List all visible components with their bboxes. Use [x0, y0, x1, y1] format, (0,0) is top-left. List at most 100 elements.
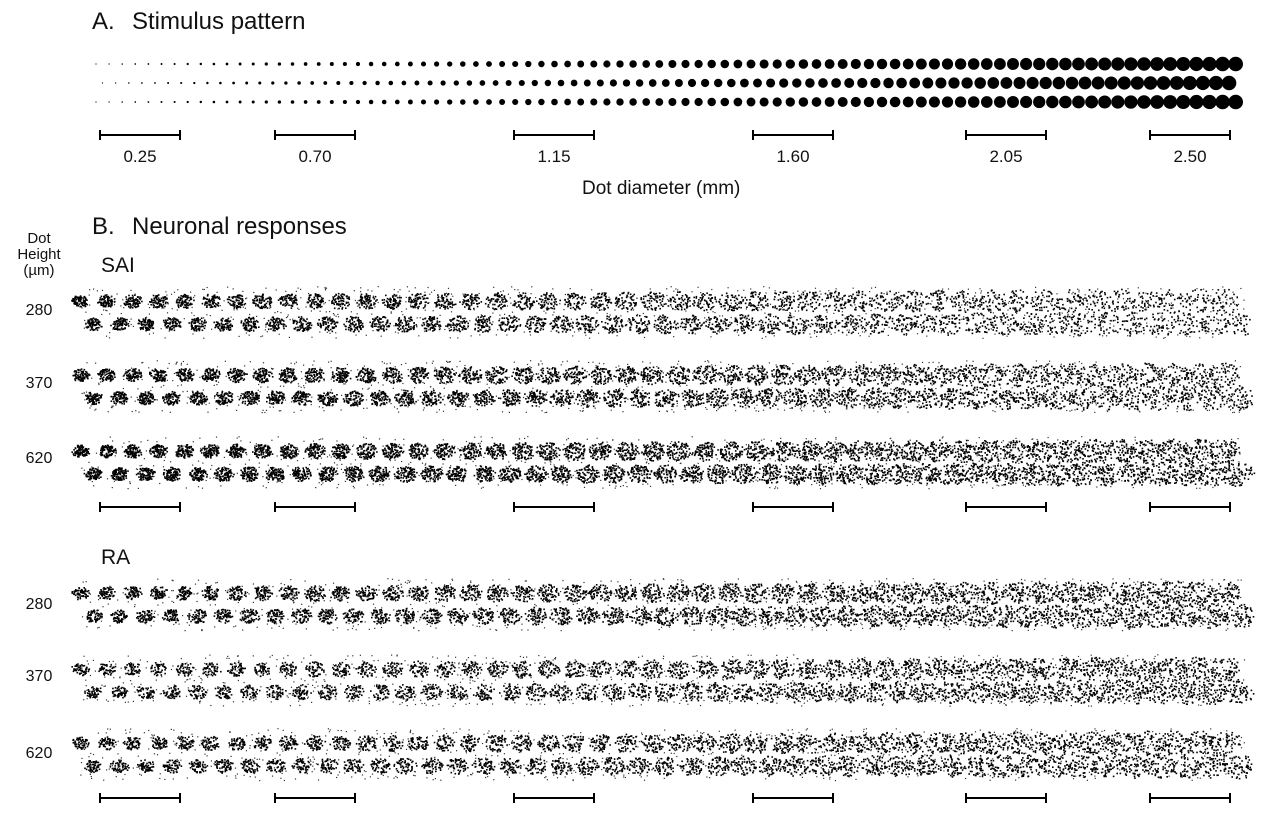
- stimulus-dot: [434, 99, 439, 104]
- ra-height-620: 620: [14, 745, 64, 763]
- stimulus-dot: [1137, 95, 1151, 109]
- stimulus-dot: [681, 60, 689, 68]
- stimulus-dot: [851, 97, 861, 107]
- stimulus-dot: [955, 58, 966, 69]
- stimulus-dot: [877, 59, 887, 69]
- diameter-label-3: 1.60: [753, 147, 833, 167]
- stimulus-dot: [226, 63, 229, 66]
- stimulus-dot: [193, 82, 195, 84]
- stimulus-dot: [219, 82, 222, 85]
- stimulus-dot: [336, 81, 340, 85]
- stimulus-dot: [1124, 57, 1137, 70]
- stimulus-dot: [851, 59, 861, 69]
- stimulus-dot: [206, 82, 208, 84]
- stimulus-dot: [616, 98, 623, 105]
- stimulus-dot: [1209, 76, 1223, 90]
- stimulus-dot: [297, 81, 301, 85]
- group-label-sai: SAI: [101, 254, 135, 278]
- stimulus-dot: [278, 100, 281, 103]
- stimulus-dot: [239, 63, 242, 66]
- stimulus-dot: [577, 61, 584, 68]
- stimulus-dot: [200, 101, 202, 103]
- stimulus-dot: [278, 62, 281, 65]
- stimulus-dot: [545, 80, 551, 86]
- stimulus-dot: [121, 63, 123, 65]
- stimulus-dot: [141, 82, 143, 84]
- stimulus-dot: [577, 99, 584, 106]
- stimulus-dot: [154, 82, 156, 84]
- stimulus-dot: [454, 80, 459, 85]
- stimulus-dot: [375, 81, 379, 85]
- stimulus-dot: [1228, 57, 1243, 72]
- stimulus-dot: [1111, 95, 1124, 108]
- stimulus-dot: [662, 79, 670, 87]
- stimulus-dot: [1131, 76, 1144, 89]
- stimulus-dot: [349, 81, 353, 85]
- dot-height-label-line1: Dot: [14, 231, 64, 247]
- dot-height-label: Dot Height (µm): [14, 231, 64, 279]
- stimulus-dot: [1085, 96, 1098, 109]
- stimulus-dot: [252, 100, 255, 103]
- stimulus-dot-pattern: [95, 57, 1243, 110]
- dot-height-label-line3: (µm): [14, 263, 64, 279]
- stimulus-dot: [961, 77, 972, 88]
- stimulus-dot: [128, 82, 130, 84]
- stimulus-dot: [1228, 95, 1243, 110]
- panel-b-heading: B. Neuronal responses: [92, 213, 347, 241]
- stimulus-dot: [668, 98, 676, 106]
- sai-raster-row-1: [72, 360, 1253, 413]
- stimulus-dot: [291, 100, 295, 104]
- stimulus-dot: [968, 58, 980, 70]
- stimulus-dot: [766, 78, 775, 87]
- stimulus-dot: [493, 80, 499, 86]
- stimulus-dot: [382, 62, 387, 67]
- stimulus-dot: [675, 79, 683, 87]
- stimulus-dot: [812, 97, 822, 107]
- stimulus-dot: [538, 61, 544, 67]
- stimulus-dot: [558, 80, 565, 87]
- stimulus-dot: [818, 78, 828, 88]
- ra-raster-row-0: [71, 578, 1254, 631]
- stimulus-dot: [369, 62, 373, 66]
- stimulus-dot: [564, 99, 571, 106]
- stimulus-dot: [981, 58, 993, 70]
- stimulus-dot: [460, 61, 466, 67]
- stimulus-dot: [1202, 95, 1216, 109]
- stimulus-dot: [903, 97, 914, 108]
- stimulus-dot: [1202, 57, 1216, 71]
- stimulus-dot: [447, 61, 452, 66]
- stimulus-dot: [499, 99, 505, 105]
- stimulus-scale-bars: [100, 130, 1230, 140]
- stimulus-dot: [1196, 76, 1210, 90]
- stimulus-dot: [362, 81, 366, 85]
- stimulus-dot: [102, 82, 103, 83]
- stimulus-dot: [974, 77, 986, 89]
- stimulus-dot: [304, 100, 308, 104]
- stimulus-dot: [486, 61, 492, 67]
- stimulus-dot: [1183, 76, 1197, 90]
- stimulus-dot: [870, 78, 880, 88]
- stimulus-dot: [623, 79, 630, 86]
- stimulus-dot: [532, 80, 538, 86]
- stimulus-dot: [779, 78, 788, 87]
- ra-scale-bars: [100, 793, 1230, 803]
- stimulus-dot: [1066, 77, 1079, 90]
- stimulus-dot: [1059, 58, 1072, 71]
- stimulus-dot: [460, 99, 466, 105]
- stimulus-dot: [740, 79, 749, 88]
- stimulus-dot: [603, 60, 610, 67]
- stimulus-dot: [473, 99, 479, 105]
- stimulus-dot: [1046, 58, 1058, 70]
- stimulus-dot: [642, 98, 650, 106]
- stimulus-dot: [525, 61, 531, 67]
- stimulus-dot: [1020, 96, 1032, 108]
- diameter-label-0: 0.25: [100, 147, 180, 167]
- stimulus-dot: [786, 97, 795, 106]
- stimulus-dot: [1072, 96, 1085, 109]
- stimulus-dot: [291, 62, 295, 66]
- stimulus-dot: [773, 97, 782, 106]
- stimulus-dot: [890, 97, 901, 108]
- stimulus-dot: [1072, 58, 1085, 71]
- stimulus-dot: [187, 101, 189, 103]
- stimulus-dot: [551, 61, 558, 68]
